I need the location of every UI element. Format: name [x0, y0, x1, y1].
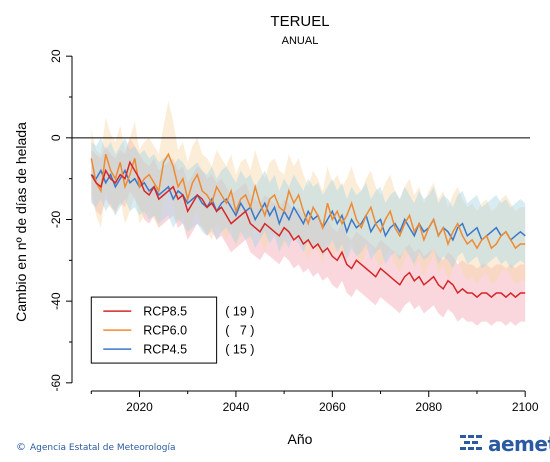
y-ticks: -60 -40 -20 0 20: [49, 49, 72, 392]
line-rcp60: [90, 152, 526, 250]
line-rcp45: [90, 168, 526, 242]
line-rcp85: [90, 160, 526, 299]
legend-label: RCP4.5: [143, 343, 187, 357]
legend-label: RCP6.0: [143, 324, 187, 338]
agency-credit: © Agencia Estatal de Meteorología: [16, 442, 176, 453]
x-tick-label: 2100: [512, 400, 539, 414]
chart-title: TERUEL: [270, 13, 329, 30]
x-tick-label: 2040: [223, 400, 250, 414]
axes: -60 -40 -20 0 20 2020 2040 2060 2080 2100: [49, 49, 539, 414]
band-rcp45: [91, 137, 526, 269]
x-tick-label: 2020: [126, 400, 153, 414]
y-axis-label: Cambio en nº de días de helada: [13, 122, 29, 322]
series-lines: [90, 152, 526, 299]
legend: RCP8.5 ( 19 ) RCP6.0 ( 7 ) RCP4.5 ( 15 ): [90, 296, 254, 364]
y-tick-label: 20: [49, 49, 63, 63]
y-tick-label: 0: [49, 134, 63, 141]
y-tick-label: -20: [49, 211, 63, 229]
aemet-logo-text: aemet: [488, 432, 550, 456]
legend-count: ( 19 ): [225, 305, 254, 319]
agency-name: Agencia Estatal de Meteorología: [30, 443, 176, 453]
plot-area: [72, 101, 530, 326]
legend-count: ( 7 ): [225, 324, 254, 338]
legend-count: ( 15 ): [225, 343, 254, 357]
aemet-logo-icon: [460, 435, 482, 450]
chart-subtitle: ANUAL: [282, 35, 319, 47]
x-tick-label: 2080: [415, 400, 442, 414]
x-ticks: 2020 2040 2060 2080 2100: [90, 391, 539, 414]
y-tick-label: -40: [49, 292, 63, 310]
x-tick-label: 2060: [319, 400, 346, 414]
x-axis-label: Año: [288, 431, 313, 447]
band-rcp60: [91, 101, 526, 285]
legend-label: RCP8.5: [143, 305, 187, 319]
uncertainty-bands: [91, 101, 526, 326]
copyright-icon: ©: [16, 442, 26, 453]
aemet-logo: aemet: [458, 432, 550, 456]
y-tick-label: -60: [49, 374, 63, 392]
